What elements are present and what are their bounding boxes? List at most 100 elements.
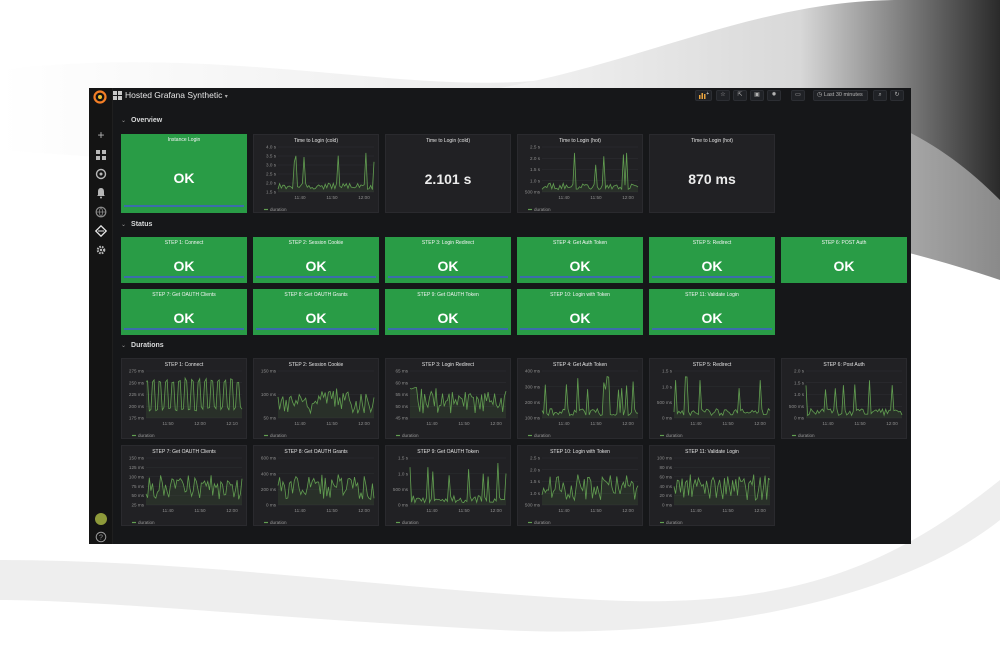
- series-line: [541, 152, 639, 191]
- legend-label[interactable]: duration: [402, 520, 419, 525]
- y-tick-label: 2.0 s: [530, 467, 541, 472]
- graph-panel-login-hot[interactable]: Time to Login (hot) 2.5 s 2.0 s 1.5 s 1.0 s…: [517, 134, 643, 213]
- x-tick-label: 12:00: [622, 421, 634, 426]
- duration-graph-step-7[interactable]: STEP 7: Get OAUTH Clients 150 ms 125 ms 100…: [121, 445, 247, 526]
- share-button[interactable]: ⇱: [733, 90, 747, 101]
- zoom-out-button[interactable]: ⌕: [873, 90, 887, 101]
- panel-title: STEP 2: Session Cookie: [288, 362, 344, 368]
- star-button[interactable]: ☆: [716, 90, 730, 101]
- x-tick-label: 11:40: [162, 508, 174, 513]
- graph-svg: 65 ms 60 ms 55 ms 50 ms 45 ms 11:40 11:50 12:00…: [395, 369, 507, 438]
- graph-panel-login-cold[interactable]: Time to Login (cold) 4.0 s 3.5 s 3.0 s 2.5 …: [253, 134, 379, 213]
- duration-graph-step-5[interactable]: STEP 5: Redirect 1.5 s 1.0 s 500 ms 0 ms 11:4…: [649, 358, 775, 439]
- x-tick-label: 12:00: [358, 195, 370, 200]
- save-button[interactable]: ▣: [750, 90, 764, 101]
- status-panel-step-9[interactable]: STEP 9: Get OAUTH Token OK: [385, 289, 511, 335]
- panel-title: STEP 11: Validate Login: [685, 449, 739, 455]
- sparkline: [520, 328, 640, 330]
- legend-label[interactable]: duration: [138, 520, 155, 525]
- status-panel-step-1[interactable]: STEP 1: Connect OK: [121, 237, 247, 283]
- synthetic-monitoring-icon[interactable]: [95, 225, 107, 237]
- sparkline: [652, 276, 772, 278]
- x-tick-label: 11:50: [326, 421, 338, 426]
- alert-bell-icon[interactable]: [95, 187, 107, 199]
- row-overview[interactable]: ⌄ Overview: [121, 117, 163, 124]
- status-value: OK: [437, 310, 459, 326]
- time-picker-button[interactable]: ◷ Last 30 minutes: [813, 90, 868, 101]
- clock-icon: ◷: [817, 92, 823, 98]
- series-line: [673, 376, 771, 417]
- legend-label[interactable]: duration: [534, 433, 551, 438]
- legend-label[interactable]: duration: [666, 433, 683, 438]
- help-icon[interactable]: ?: [95, 531, 107, 543]
- tv-mode-button[interactable]: ▭: [791, 90, 805, 101]
- status-panel-step-8[interactable]: STEP 8: Get OAUTH Grants OK: [253, 289, 379, 335]
- duration-graph-step-3[interactable]: STEP 3: Login Redirect 65 ms 60 ms 55 ms 50 …: [385, 358, 511, 439]
- add-panel-button[interactable]: +: [695, 90, 712, 101]
- stat-panel-login-cold[interactable]: Time to Login (cold) 2.101 s: [385, 134, 511, 213]
- row-status[interactable]: ⌄ Status: [121, 221, 153, 228]
- settings-button[interactable]: ✹: [767, 90, 781, 101]
- graph-svg: 2.5 s 2.0 s 1.5 s 1.0 s 500 ms 11:40 11:50 12:0…: [525, 145, 639, 212]
- legend-label[interactable]: duration: [666, 520, 683, 525]
- duration-graph-step-9[interactable]: STEP 9: Get OAUTH Token 1.5 s 1.0 s 500 ms 0…: [385, 445, 511, 526]
- panel-title: STEP 8: Get OAUTH Grants: [284, 292, 348, 298]
- legend-label[interactable]: duration: [270, 207, 287, 212]
- status-panel-step-3[interactable]: STEP 3: Login Redirect OK: [385, 237, 511, 283]
- duration-graph-step-1[interactable]: STEP 1: Connect 275 ms 250 ms 225 ms 200 ms 1…: [121, 358, 247, 439]
- duration-graph-step-11[interactable]: STEP 11: Validate Login 100 ms 80 ms 60 ms 4…: [649, 445, 775, 526]
- duration-graph-step-10[interactable]: STEP 10: Login with Token 2.5 s 2.0 s 1.5 s…: [517, 445, 643, 526]
- dashboard-title[interactable]: Hosted Grafana Synthetic ▾: [125, 90, 228, 100]
- x-tick-label: 11:50: [326, 508, 338, 513]
- plus-icon[interactable]: +: [97, 128, 105, 142]
- explore-icon[interactable]: [95, 168, 107, 180]
- series-line: [277, 474, 375, 501]
- y-tick-label: 3.5 s: [266, 154, 277, 159]
- x-tick-label: 12:00: [622, 508, 634, 513]
- x-tick-label: 12:10: [226, 421, 238, 426]
- y-tick-label: 0 ms: [398, 503, 409, 508]
- duration-graph-step-6[interactable]: STEP 6: Post Auth 2.0 s 1.5 s 1.0 s 500 ms 0 …: [781, 358, 907, 439]
- legend-label[interactable]: duration: [402, 433, 419, 438]
- user-avatar[interactable]: [95, 513, 107, 525]
- x-tick-label: 12:00: [754, 508, 766, 513]
- panel-title: STEP 9: Get OAUTH Token: [417, 292, 479, 298]
- status-panel-step-5[interactable]: STEP 5: Redirect OK: [649, 237, 775, 283]
- legend-label[interactable]: duration: [798, 433, 815, 438]
- legend-label[interactable]: duration: [138, 433, 155, 438]
- gear-icon[interactable]: [95, 244, 107, 256]
- dashboards-icon[interactable]: [95, 149, 107, 161]
- grafana-logo[interactable]: [93, 90, 107, 104]
- status-panel-step-10[interactable]: STEP 10: Login with Token OK: [517, 289, 643, 335]
- legend-label[interactable]: duration: [534, 207, 551, 212]
- legend-label[interactable]: duration: [270, 520, 287, 525]
- legend-label[interactable]: duration: [270, 433, 287, 438]
- duration-graph-step-4[interactable]: STEP 4: Get Auth Token 400 ms 300 ms 200 ms…: [517, 358, 643, 439]
- sparkline: [124, 328, 244, 330]
- refresh-button[interactable]: ↻: [890, 90, 904, 101]
- stat-panel-login-hot[interactable]: Time to Login (hot) 870 ms: [649, 134, 775, 213]
- instance-login-panel[interactable]: Instance Login OK: [121, 134, 247, 213]
- series-area: [278, 152, 374, 192]
- panel-title: STEP 7: Get OAUTH Clients: [152, 449, 216, 455]
- series-area: [674, 474, 770, 505]
- row-durations[interactable]: ⌄ Durations: [121, 342, 164, 349]
- sparkline: [256, 276, 376, 278]
- duration-graph-step-8[interactable]: STEP 8: Get OAUTH Grants 600 ms 400 ms 200 …: [253, 445, 379, 526]
- y-tick-label: 1.0 s: [530, 491, 541, 496]
- status-panel-step-7[interactable]: STEP 7: Get OAUTH Clients OK: [121, 289, 247, 335]
- y-tick-label: 600 ms: [261, 456, 277, 461]
- globe-icon[interactable]: [95, 206, 107, 218]
- y-tick-label: 2.5 s: [266, 172, 277, 177]
- status-panel-step-4[interactable]: STEP 4: Get Auth Token OK: [517, 237, 643, 283]
- x-tick-label: 11:50: [458, 508, 470, 513]
- legend-label[interactable]: duration: [534, 520, 551, 525]
- status-panel-step-11[interactable]: STEP 11: Validate Login OK: [649, 289, 775, 335]
- y-tick-label: 1.0 s: [662, 384, 673, 389]
- duration-graph-step-2[interactable]: STEP 2: Session Cookie 150 ms 100 ms 50 ms 1…: [253, 358, 379, 439]
- status-panel-step-2[interactable]: STEP 2: Session Cookie OK: [253, 237, 379, 283]
- y-tick-label: 0 ms: [662, 503, 673, 508]
- status-panel-step-6[interactable]: STEP 6: POST Auth OK: [781, 237, 907, 283]
- panel-title: Instance Login: [167, 137, 201, 143]
